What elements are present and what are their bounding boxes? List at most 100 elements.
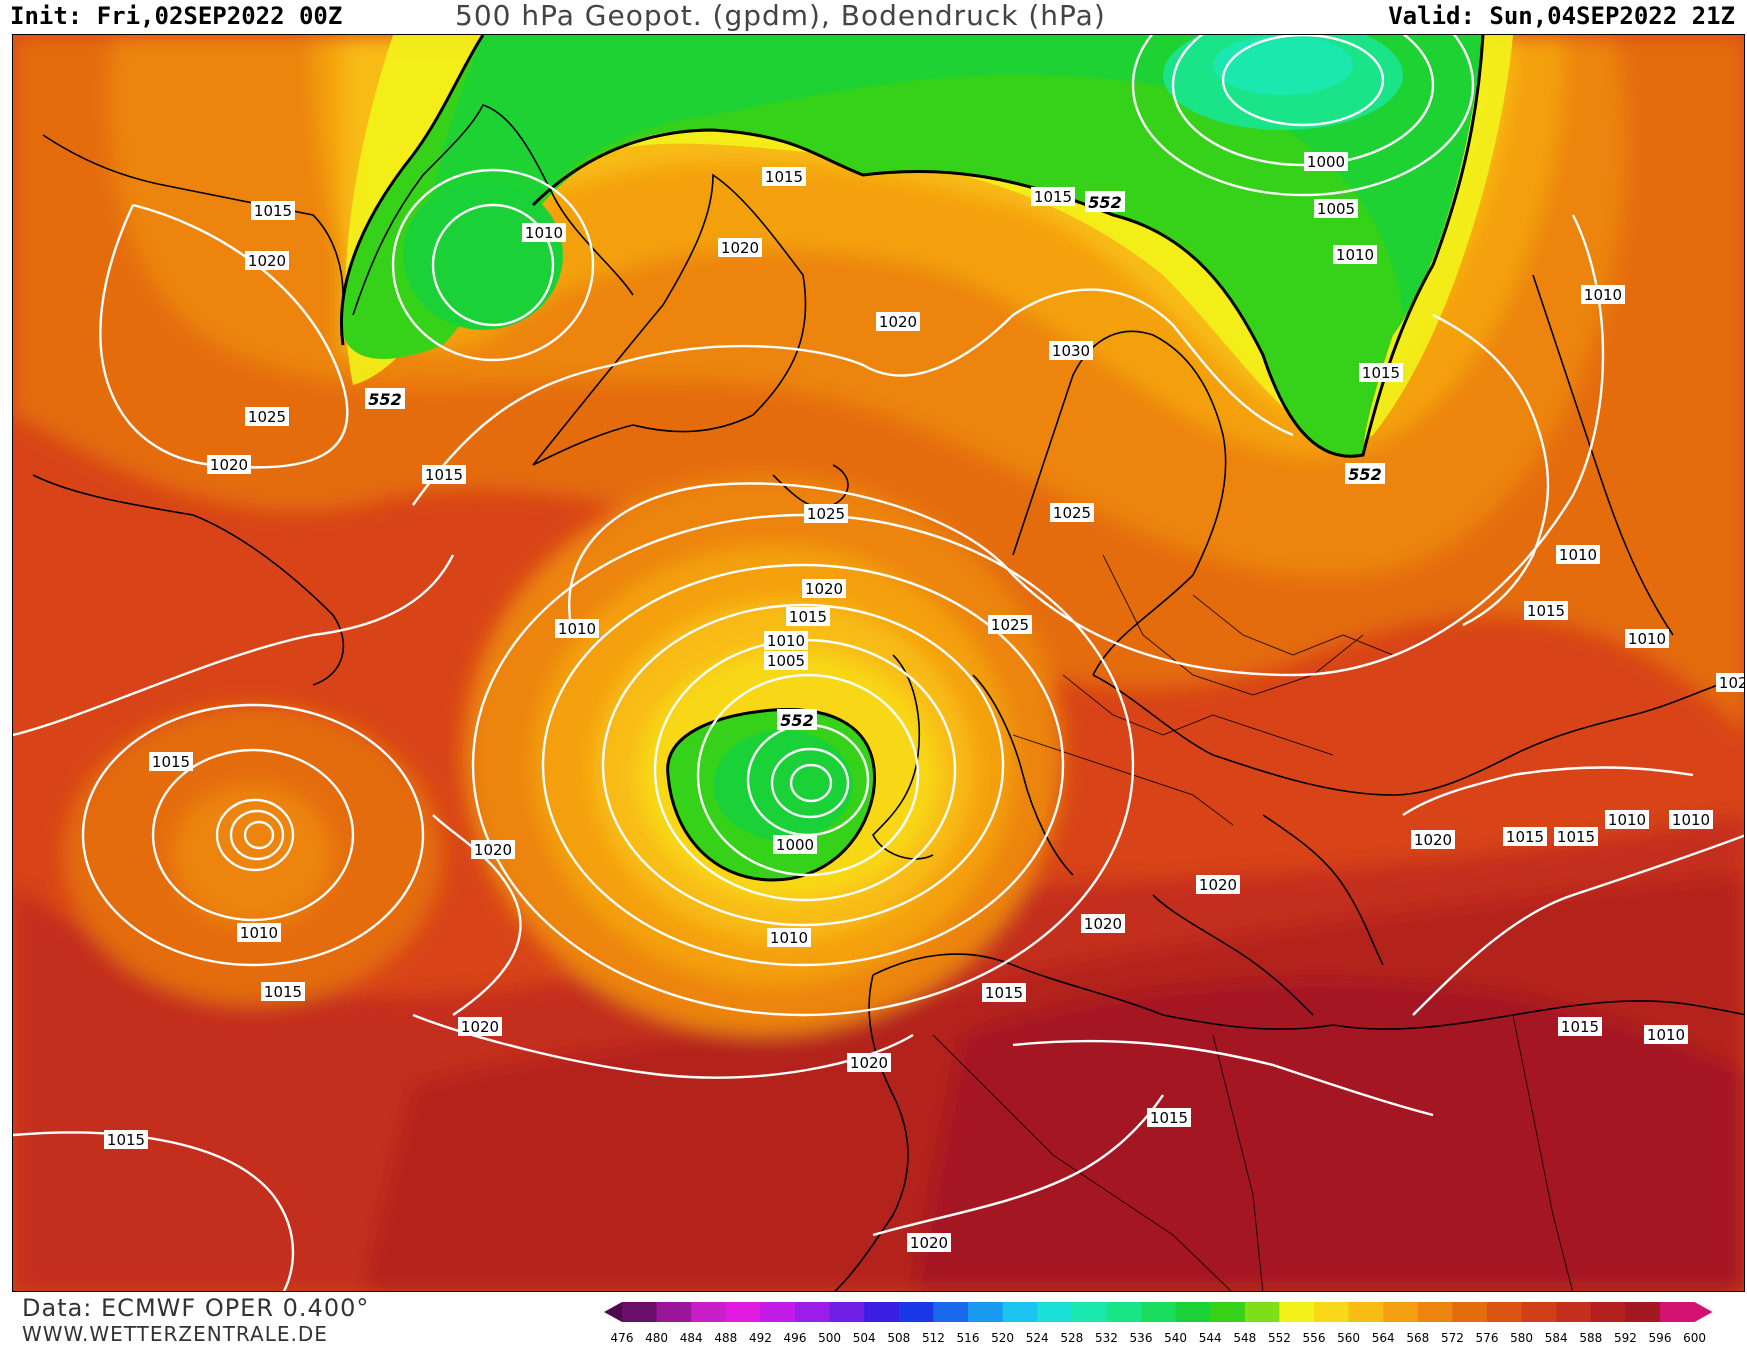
map-canvas: 1015 1020 1025 1020 1015 1010 1015 1020 1020 1015…	[13, 35, 1744, 1291]
isobar-label: 1015	[762, 167, 806, 186]
height-value: 552	[368, 390, 401, 409]
legend-swatch	[1487, 1302, 1523, 1322]
legend-swatch	[1314, 1302, 1350, 1322]
legend-swatch	[1175, 1302, 1211, 1322]
isobar-value: 1025	[807, 505, 845, 523]
isobar-value: 1015	[1362, 364, 1400, 382]
legend-tick-label: 508	[887, 1331, 910, 1345]
isobar-value: 1015	[264, 983, 302, 1001]
legend-tick-label: 480	[645, 1331, 668, 1345]
isobar-label: 1010	[1625, 629, 1669, 648]
coastlines	[32, 104, 1744, 1291]
legend-swatch	[622, 1302, 658, 1322]
height-label-552: 552	[365, 388, 405, 409]
isobar-value: 1010	[558, 620, 596, 638]
isobar-value: 1010	[1647, 1026, 1685, 1044]
legend-tick-label: 572	[1441, 1331, 1464, 1345]
isobar-value: 1010	[1672, 811, 1710, 829]
isobar-label: 1015	[786, 607, 830, 626]
isobar-value: 1015	[1506, 828, 1544, 846]
isobar-label: 1015	[1554, 827, 1598, 846]
legend-arrow-right	[1694, 1302, 1713, 1322]
borders	[932, 554, 1574, 1291]
legend-swatch	[1348, 1302, 1384, 1322]
isobar-value: 1030	[1052, 342, 1090, 360]
legend-tick-label: 500	[818, 1331, 841, 1345]
height-label-552: 552	[1085, 191, 1125, 212]
isobar-label: 1010	[1333, 245, 1377, 264]
isobar-label: 1020	[1196, 875, 1240, 894]
legend-tick-label: 588	[1579, 1331, 1602, 1345]
weather-map[interactable]: 1015 1020 1025 1020 1015 1010 1015 1020 1020 1015…	[12, 34, 1745, 1292]
website-link[interactable]: WWW.WETTERZENTRALE.DE	[22, 1322, 328, 1346]
legend-tick-label: 560	[1337, 1331, 1360, 1345]
isobar-value: 1015	[985, 984, 1023, 1002]
isobar-label: 1020	[847, 1053, 891, 1072]
isobar-value: 1005	[1317, 200, 1355, 218]
isobar-label: 1015	[422, 465, 466, 484]
legend-tick-label: 536	[1130, 1331, 1153, 1345]
isobar-value: 1020	[474, 841, 512, 859]
legend-swatch	[760, 1302, 796, 1322]
isobar-label: 1000	[1304, 152, 1348, 171]
isobar-label: 1015	[1524, 601, 1568, 620]
isobar-value: 1005	[767, 652, 805, 670]
legend-tick-label: 544	[1199, 1331, 1222, 1345]
isobar-label: 1015	[149, 752, 193, 771]
legend-tick-label: 580	[1510, 1331, 1533, 1345]
isobar-label: 1005	[1314, 199, 1358, 218]
isobar-label: 1030	[1049, 341, 1093, 360]
isobar-value: 1010	[767, 632, 805, 650]
height-label-552: 552	[1345, 463, 1385, 484]
isobar-label: 1020	[471, 840, 515, 859]
isobar-value: 1020	[910, 1234, 948, 1252]
legend-swatch	[656, 1302, 692, 1322]
isobar-value: 1010	[1336, 246, 1374, 264]
isobar-value: 1010	[525, 224, 563, 242]
isobar-value: 1010	[770, 929, 808, 947]
legend-swatch	[1106, 1302, 1142, 1322]
isobar-label: 1010	[1644, 1025, 1688, 1044]
valid-time: Valid: Sun,04SEP2022 21Z	[1388, 2, 1735, 30]
isobar-value: 1020	[850, 1054, 888, 1072]
isobar-value: 1020	[461, 1018, 499, 1036]
legend-tick-label: 556	[1303, 1331, 1326, 1345]
legend-tick-label: 512	[922, 1331, 945, 1345]
isobar-label: 1025	[988, 615, 1032, 634]
isobar-label: 1010	[237, 923, 281, 942]
isobar-label: 1020	[1411, 830, 1455, 849]
isobars	[13, 35, 1744, 1291]
isobar-label: 1015	[251, 201, 295, 220]
isobar-label: 1010	[767, 928, 811, 947]
legend-arrow-left	[604, 1302, 622, 1322]
isobar-value: 1010	[240, 924, 278, 942]
color-legend: 476 480 484 488 492 496 500 504 508 512 516 520 524 5…	[604, 1302, 1713, 1345]
green-552-north	[341, 35, 1484, 457]
isobar-value: 1015	[1561, 1018, 1599, 1036]
legend-swatch	[898, 1302, 934, 1322]
isobar-label: 1015	[1147, 1108, 1191, 1127]
isobar-label: 1020	[207, 455, 251, 474]
isobar-label: 1020	[1081, 914, 1125, 933]
isobar-value: 1020	[210, 456, 248, 474]
legend-swatch	[1037, 1302, 1073, 1322]
legend-swatch	[1417, 1302, 1453, 1322]
isobar-label: 1010	[1669, 810, 1713, 829]
isobar-value: 1010	[1608, 811, 1646, 829]
isobar-value: 1000	[776, 836, 814, 854]
legend-swatch	[1625, 1302, 1661, 1322]
isobar-value: 1015	[1557, 828, 1595, 846]
isobar-label: 1000	[773, 835, 817, 854]
isobar-value: 1020	[805, 580, 843, 598]
isobar-value: 1010	[1559, 546, 1597, 564]
isobar-labels: 1015 1020 1025 1020 1015 1010 1015 1020 1020 1015…	[104, 152, 1744, 1252]
legend-tick-label: 524	[1026, 1331, 1049, 1345]
isobar-value: 1025	[1053, 504, 1091, 522]
isobar-label: 1020	[802, 579, 846, 598]
legend-tick-label: 600	[1683, 1331, 1706, 1345]
legend-swatch	[1660, 1302, 1696, 1322]
legend-swatch	[1556, 1302, 1592, 1322]
isobar-label: 1010	[1605, 810, 1649, 829]
isobar-value: 1020	[1084, 915, 1122, 933]
legend-swatch	[1521, 1302, 1557, 1322]
